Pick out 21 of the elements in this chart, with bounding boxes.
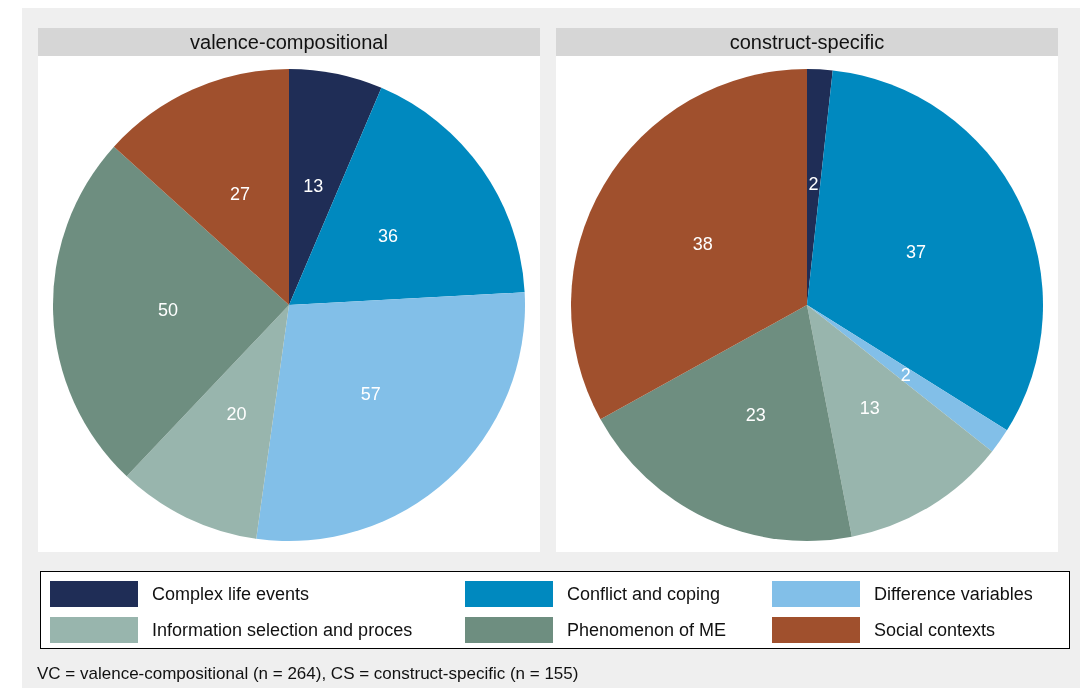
legend-label: Complex life events — [152, 583, 310, 605]
data-label: 2 — [900, 364, 911, 385]
legend-label: Phenomenon of ME — [567, 619, 727, 641]
data-label: 2 — [808, 174, 819, 195]
data-label: 38 — [692, 233, 713, 254]
data-label: 37 — [905, 242, 926, 263]
data-label: 50 — [158, 299, 179, 320]
data-label: 23 — [745, 404, 766, 425]
legend-label: Social contexts — [874, 619, 996, 641]
legend-label: Conflict and coping — [567, 583, 721, 605]
data-label: 27 — [229, 184, 250, 205]
slice-label: valence-compositional — [38, 28, 540, 56]
data-label: 13 — [859, 398, 880, 419]
text: VC = valence-compositional (n = 264), CS = construct-specific (n = 155) — [37, 664, 579, 684]
data-label: 13 — [303, 176, 324, 197]
data-label: 57 — [360, 384, 381, 405]
legend-label: Information selection and proces — [152, 619, 413, 641]
data-label: 20 — [226, 404, 247, 425]
slice-label: construct-specific — [556, 28, 1058, 56]
legend-label: Difference variables — [874, 583, 1033, 605]
data-label: 36 — [378, 225, 399, 246]
